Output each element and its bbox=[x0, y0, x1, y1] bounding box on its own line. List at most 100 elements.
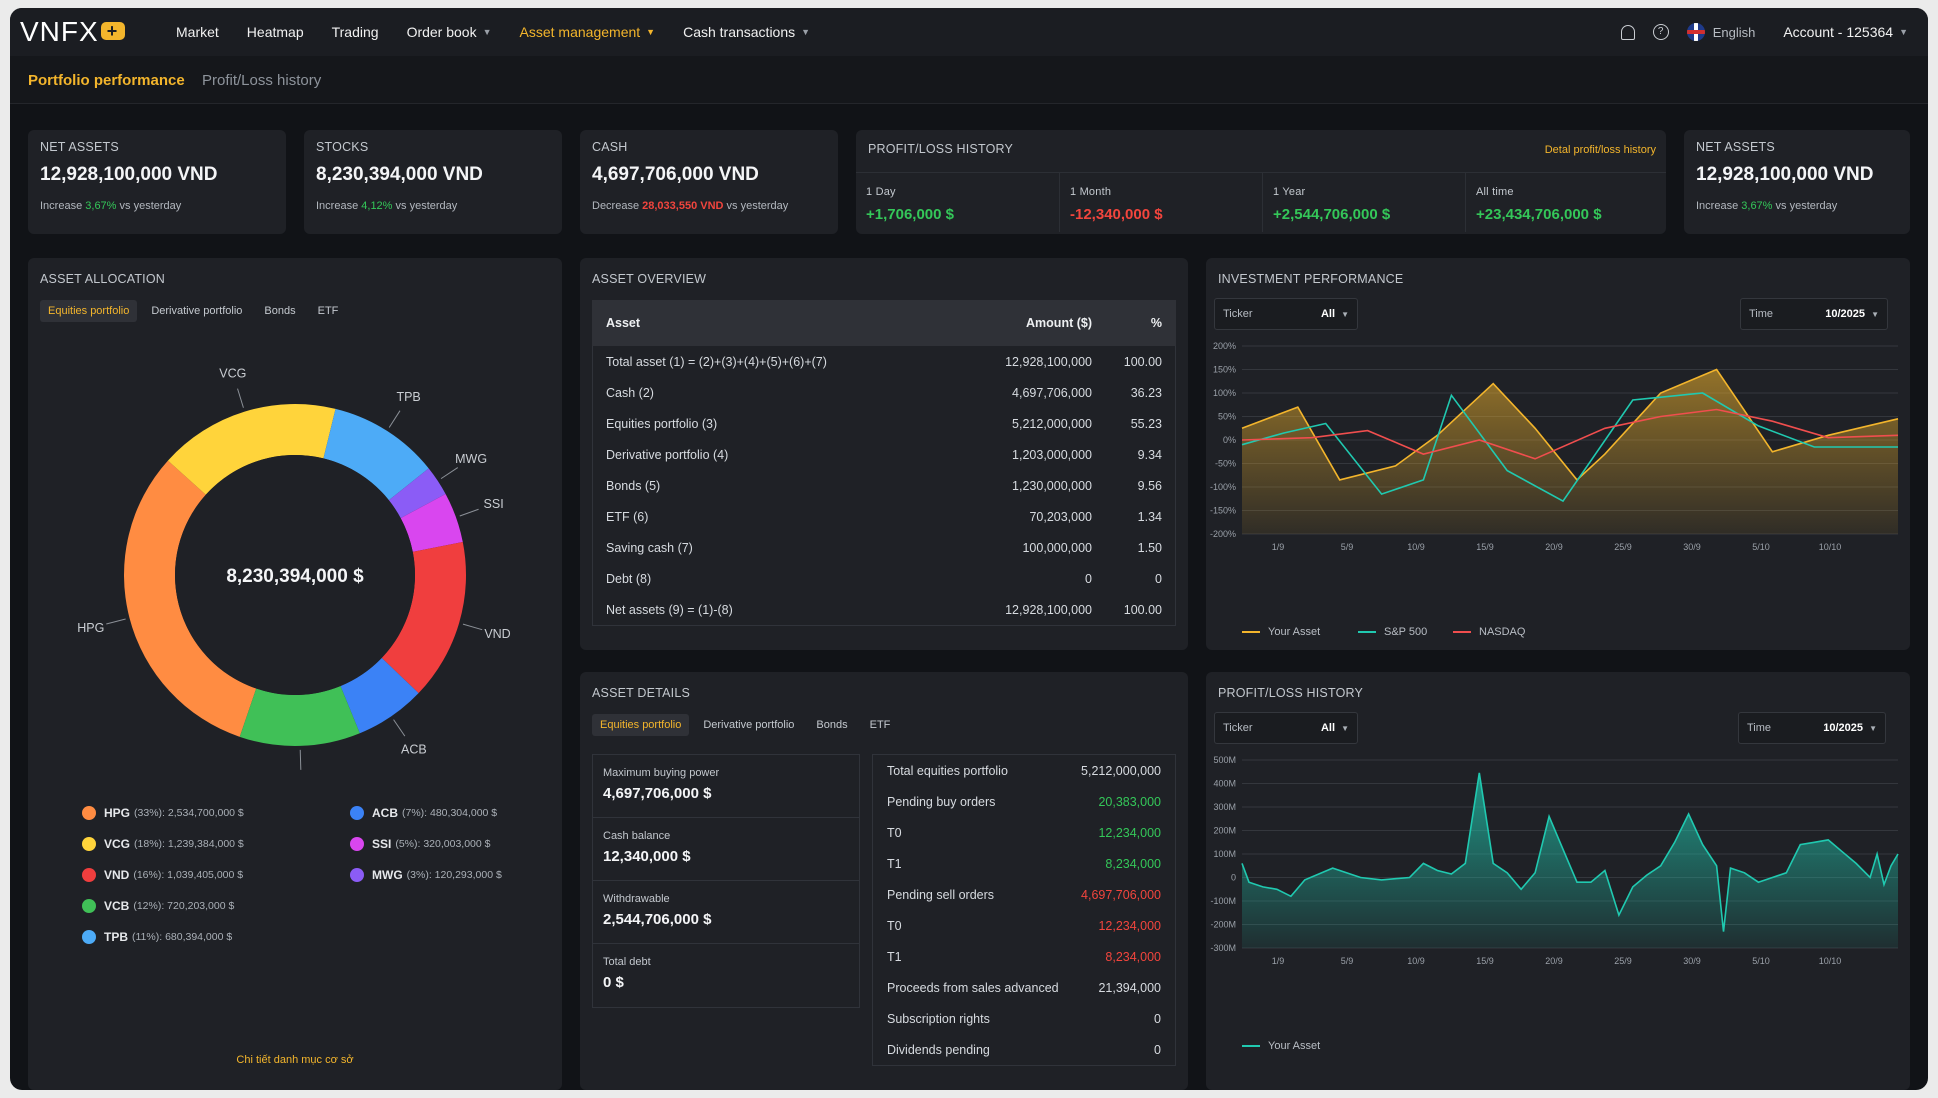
detail-label: Maximum buying power bbox=[603, 767, 720, 779]
legend-item[interactable]: Your Asset bbox=[1242, 626, 1320, 638]
tab-etf[interactable]: ETF bbox=[869, 719, 891, 731]
table-row: Cash (2) 4,697,706,000 36.23 bbox=[592, 377, 1176, 408]
x-tick-label: 5/9 bbox=[1341, 956, 1354, 966]
legend-item-ssi[interactable]: SSI (5%): 320,003,000 $ bbox=[350, 837, 491, 851]
legend-item-acb[interactable]: ACB (7%): 480,304,000 $ bbox=[350, 806, 497, 820]
pl-area-chart: 500M 400M 300M 200M 100M 0 -100M -200M -300M 1/9 5… bbox=[1210, 755, 1899, 966]
slice-label: VCG bbox=[219, 366, 246, 380]
series-line-2 bbox=[1241, 408, 1899, 460]
legend-dot-icon bbox=[350, 837, 364, 851]
investment-performance-panel: INVESTMENT PERFORMANCE Ticker All ▼ Time 10… bbox=[1206, 258, 1910, 650]
period-label: 1 Day bbox=[866, 186, 896, 198]
legend-item[interactable]: Your Asset bbox=[1242, 1040, 1320, 1052]
vnfx-logo[interactable]: VNFX bbox=[20, 18, 125, 46]
tab-bonds[interactable]: Bonds bbox=[816, 719, 848, 731]
legend-ticker: ACB bbox=[372, 806, 398, 820]
tab-equities-portfolio[interactable]: Equities portfolio bbox=[592, 714, 690, 736]
breakdown-label: Pending buy orders bbox=[887, 794, 996, 809]
bell-icon[interactable] bbox=[1620, 24, 1635, 40]
breakdown-value: 12,234,000 bbox=[1098, 918, 1161, 933]
legend-item-vcg[interactable]: VCG (18%): 1,239,384,000 $ bbox=[82, 837, 244, 851]
breakdown-value: 12,234,000 bbox=[1098, 825, 1161, 840]
period-value: +2,544,706,000 $ bbox=[1273, 206, 1391, 223]
ticker-select[interactable]: Ticker All ▼ bbox=[1214, 712, 1358, 744]
amount-cell: 5,212,000,000 bbox=[1012, 416, 1092, 431]
breakdown-label: Subscription rights bbox=[887, 1011, 990, 1026]
slice-leader-line bbox=[388, 410, 401, 428]
slice-ssi[interactable] bbox=[400, 493, 463, 552]
change-suffix: vs yesterday bbox=[726, 200, 789, 212]
y-tick-label: 100M bbox=[1213, 849, 1236, 859]
card-label: PROFIT/LOSS HISTORY bbox=[868, 142, 1014, 156]
y-tick-label: 400M bbox=[1213, 779, 1236, 789]
stocks-card: STOCKS 8,230,394,000 VND Increase 4,12% … bbox=[304, 130, 562, 234]
nav-item-trading[interactable]: Trading bbox=[332, 24, 379, 40]
x-tick-label: 20/9 bbox=[1545, 956, 1563, 966]
nav-item-cash-transactions[interactable]: Cash transactions ▼ bbox=[683, 24, 810, 40]
slice-mwg[interactable] bbox=[388, 468, 446, 519]
asset-cell: ETF (6) bbox=[606, 509, 649, 524]
legend-label: NASDAQ bbox=[1479, 626, 1526, 638]
x-tick-label: 30/9 bbox=[1683, 956, 1701, 966]
legend-item[interactable]: NASDAQ bbox=[1453, 626, 1525, 638]
slice-label: SSI bbox=[484, 497, 504, 511]
tab-portfolio-performance[interactable]: Portfolio performance bbox=[28, 72, 185, 89]
slice-acb[interactable] bbox=[340, 657, 419, 734]
slice-leader-line bbox=[459, 508, 479, 517]
panel-title: ASSET OVERVIEW bbox=[592, 272, 707, 286]
series-area-0 bbox=[1242, 772, 1898, 948]
help-icon[interactable]: ? bbox=[1652, 24, 1669, 40]
tab-derivative-portfolio[interactable]: Derivative portfolio bbox=[703, 719, 795, 731]
nav-item-heatmap[interactable]: Heatmap bbox=[247, 24, 304, 40]
legend-item[interactable]: S&P 500 bbox=[1358, 626, 1427, 638]
breakdown-label: Dividends pending bbox=[887, 1042, 990, 1057]
ticker-select[interactable]: Ticker All ▼ bbox=[1214, 298, 1358, 330]
breakdown-value: 5,212,000,000 bbox=[1081, 763, 1161, 778]
uk-flag-icon[interactable] bbox=[1686, 23, 1705, 41]
x-tick-label: 15/9 bbox=[1476, 956, 1494, 966]
account-label: Account - 125364 bbox=[1783, 24, 1894, 40]
tab-profit-loss-history[interactable]: Profit/Loss history bbox=[202, 72, 322, 89]
slice-label: TPB bbox=[396, 390, 420, 404]
chevron-down-icon: ▼ bbox=[482, 27, 492, 37]
tab-equities-portfolio[interactable]: Equities portfolio bbox=[40, 300, 138, 322]
tab-bonds[interactable]: Bonds bbox=[264, 305, 296, 317]
legend-item-hpg[interactable]: HPG (33%): 2,534,700,000 $ bbox=[82, 806, 244, 820]
time-select[interactable]: Time 10/2025 ▼ bbox=[1740, 298, 1888, 330]
slice-leader-line bbox=[299, 749, 302, 770]
time-select[interactable]: Time 10/2025 ▼ bbox=[1738, 712, 1886, 744]
slice-vnd[interactable] bbox=[381, 541, 466, 694]
allocation-detail-link[interactable]: Chi tiết danh mục cơ sở bbox=[236, 1054, 354, 1066]
nav-item-market[interactable]: Market bbox=[176, 24, 219, 40]
slice-hpg[interactable] bbox=[123, 460, 257, 737]
language-selector[interactable]: English bbox=[1712, 24, 1756, 40]
tab-derivative-portfolio[interactable]: Derivative portfolio bbox=[151, 305, 243, 317]
breakdown-value: 0 bbox=[1154, 1011, 1161, 1026]
nav-item-asset-management[interactable]: Asset management ▼ bbox=[520, 24, 656, 40]
legend-item-vnd[interactable]: VND (16%): 1,039,405,000 $ bbox=[82, 868, 243, 882]
detail-pl-history-link[interactable]: Detal profit/loss history bbox=[1544, 144, 1656, 156]
detail-item: Maximum buying power 4,697,706,000 $ bbox=[593, 755, 859, 818]
legend-item-vcb[interactable]: VCB (12%): 720,203,000 $ bbox=[82, 899, 234, 913]
change-suffix: vs yesterday bbox=[395, 200, 458, 212]
slice-vcg[interactable] bbox=[167, 404, 336, 495]
asset-cell: Saving cash (7) bbox=[606, 540, 693, 555]
breakdown-row: T1 8,234,000 bbox=[873, 941, 1175, 972]
slice-leader-line bbox=[106, 618, 126, 625]
nav-item-order-book[interactable]: Order book ▼ bbox=[407, 24, 492, 40]
detail-value: 0 $ bbox=[603, 974, 624, 991]
slice-tpb[interactable] bbox=[323, 408, 429, 501]
account-menu[interactable]: Account - 125364 ▼ bbox=[1783, 24, 1908, 40]
legend-dot-icon bbox=[82, 868, 96, 882]
change-suffix: vs yesterday bbox=[119, 200, 182, 212]
amount-cell: 0 bbox=[1085, 571, 1092, 586]
nav-label: Heatmap bbox=[246, 24, 304, 40]
breakdown-label: Proceeds from sales advanced bbox=[887, 980, 1059, 995]
tab-etf[interactable]: ETF bbox=[317, 305, 339, 317]
slice-leader-line bbox=[237, 388, 244, 408]
legend-item-mwg[interactable]: MWG (3%): 120,293,000 $ bbox=[350, 868, 502, 882]
card-change: Decrease 28,033,550 VND vs yesterday bbox=[592, 200, 826, 212]
legend-item-tpb[interactable]: TPB (11%): 680,394,000 $ bbox=[82, 930, 232, 944]
slice-vcb[interactable] bbox=[239, 686, 360, 746]
chevron-down-icon: ▼ bbox=[1341, 309, 1349, 319]
